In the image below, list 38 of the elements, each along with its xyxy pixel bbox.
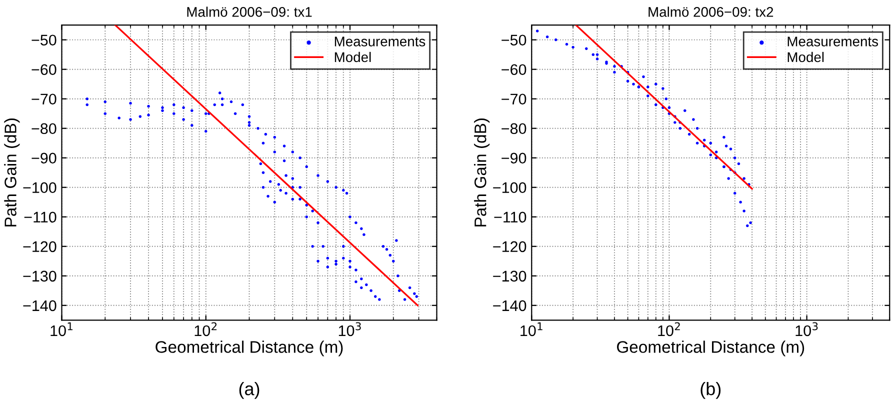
y-axis-title: Path Gain (dB) — [474, 118, 490, 226]
x-axis-title: Geometrical Distance (m) — [156, 340, 343, 356]
y-tick-label: −80 — [32, 123, 56, 134]
x-tick-label: 10$^{2}$ — [658, 322, 680, 336]
y-tick-label: −60 — [32, 64, 56, 76]
x-tick-label: 10$^{3}$ — [796, 322, 818, 336]
y-tick-label: −130 — [23, 270, 56, 282]
y-tick-label: −110 — [24, 212, 56, 223]
x-tick-label: 10$^{2}$ — [194, 322, 217, 336]
y-tick-label: −100 — [493, 182, 526, 194]
x-tick-label: 10$^{1}$ — [520, 322, 542, 336]
text: (a) — [239, 382, 260, 399]
y-tick-label: −140 — [23, 300, 56, 312]
chart-title: Malmö 2006−09: tx1 — [187, 6, 312, 17]
y-tick-label: −80 — [502, 123, 526, 134]
y-tick-label: −60 — [502, 64, 526, 76]
legend-label: Measurements — [788, 36, 878, 46]
legend-label: Model — [334, 52, 371, 62]
y-tick-label: −140 — [493, 300, 526, 312]
y-tick-label: −50 — [502, 34, 526, 46]
x-tick-label: 10$^{1}$ — [50, 322, 72, 336]
y-tick-label: −120 — [23, 241, 56, 252]
chart-title: Malmö 2006−09: tx2 — [648, 6, 774, 17]
y-tick-label: −100 — [23, 182, 56, 194]
legend-label: Measurements — [334, 36, 426, 46]
y-axis-title: Path Gain (dB) — [4, 118, 20, 226]
y-tick-label: −90 — [502, 152, 526, 164]
x-tick-label: 10$^{3}$ — [338, 322, 361, 336]
y-tick-label: −70 — [32, 94, 56, 105]
legend-label: Model — [788, 52, 824, 62]
y-tick-label: −120 — [493, 241, 526, 252]
y-tick-label: −90 — [32, 152, 56, 164]
y-tick-label: −50 — [32, 34, 56, 46]
y-tick-label: −70 — [502, 94, 526, 105]
x-axis-title: Geometrical Distance (m) — [617, 340, 804, 356]
y-tick-label: −110 — [494, 212, 526, 223]
y-tick-label: −130 — [493, 270, 526, 282]
text: (b) — [700, 382, 721, 399]
